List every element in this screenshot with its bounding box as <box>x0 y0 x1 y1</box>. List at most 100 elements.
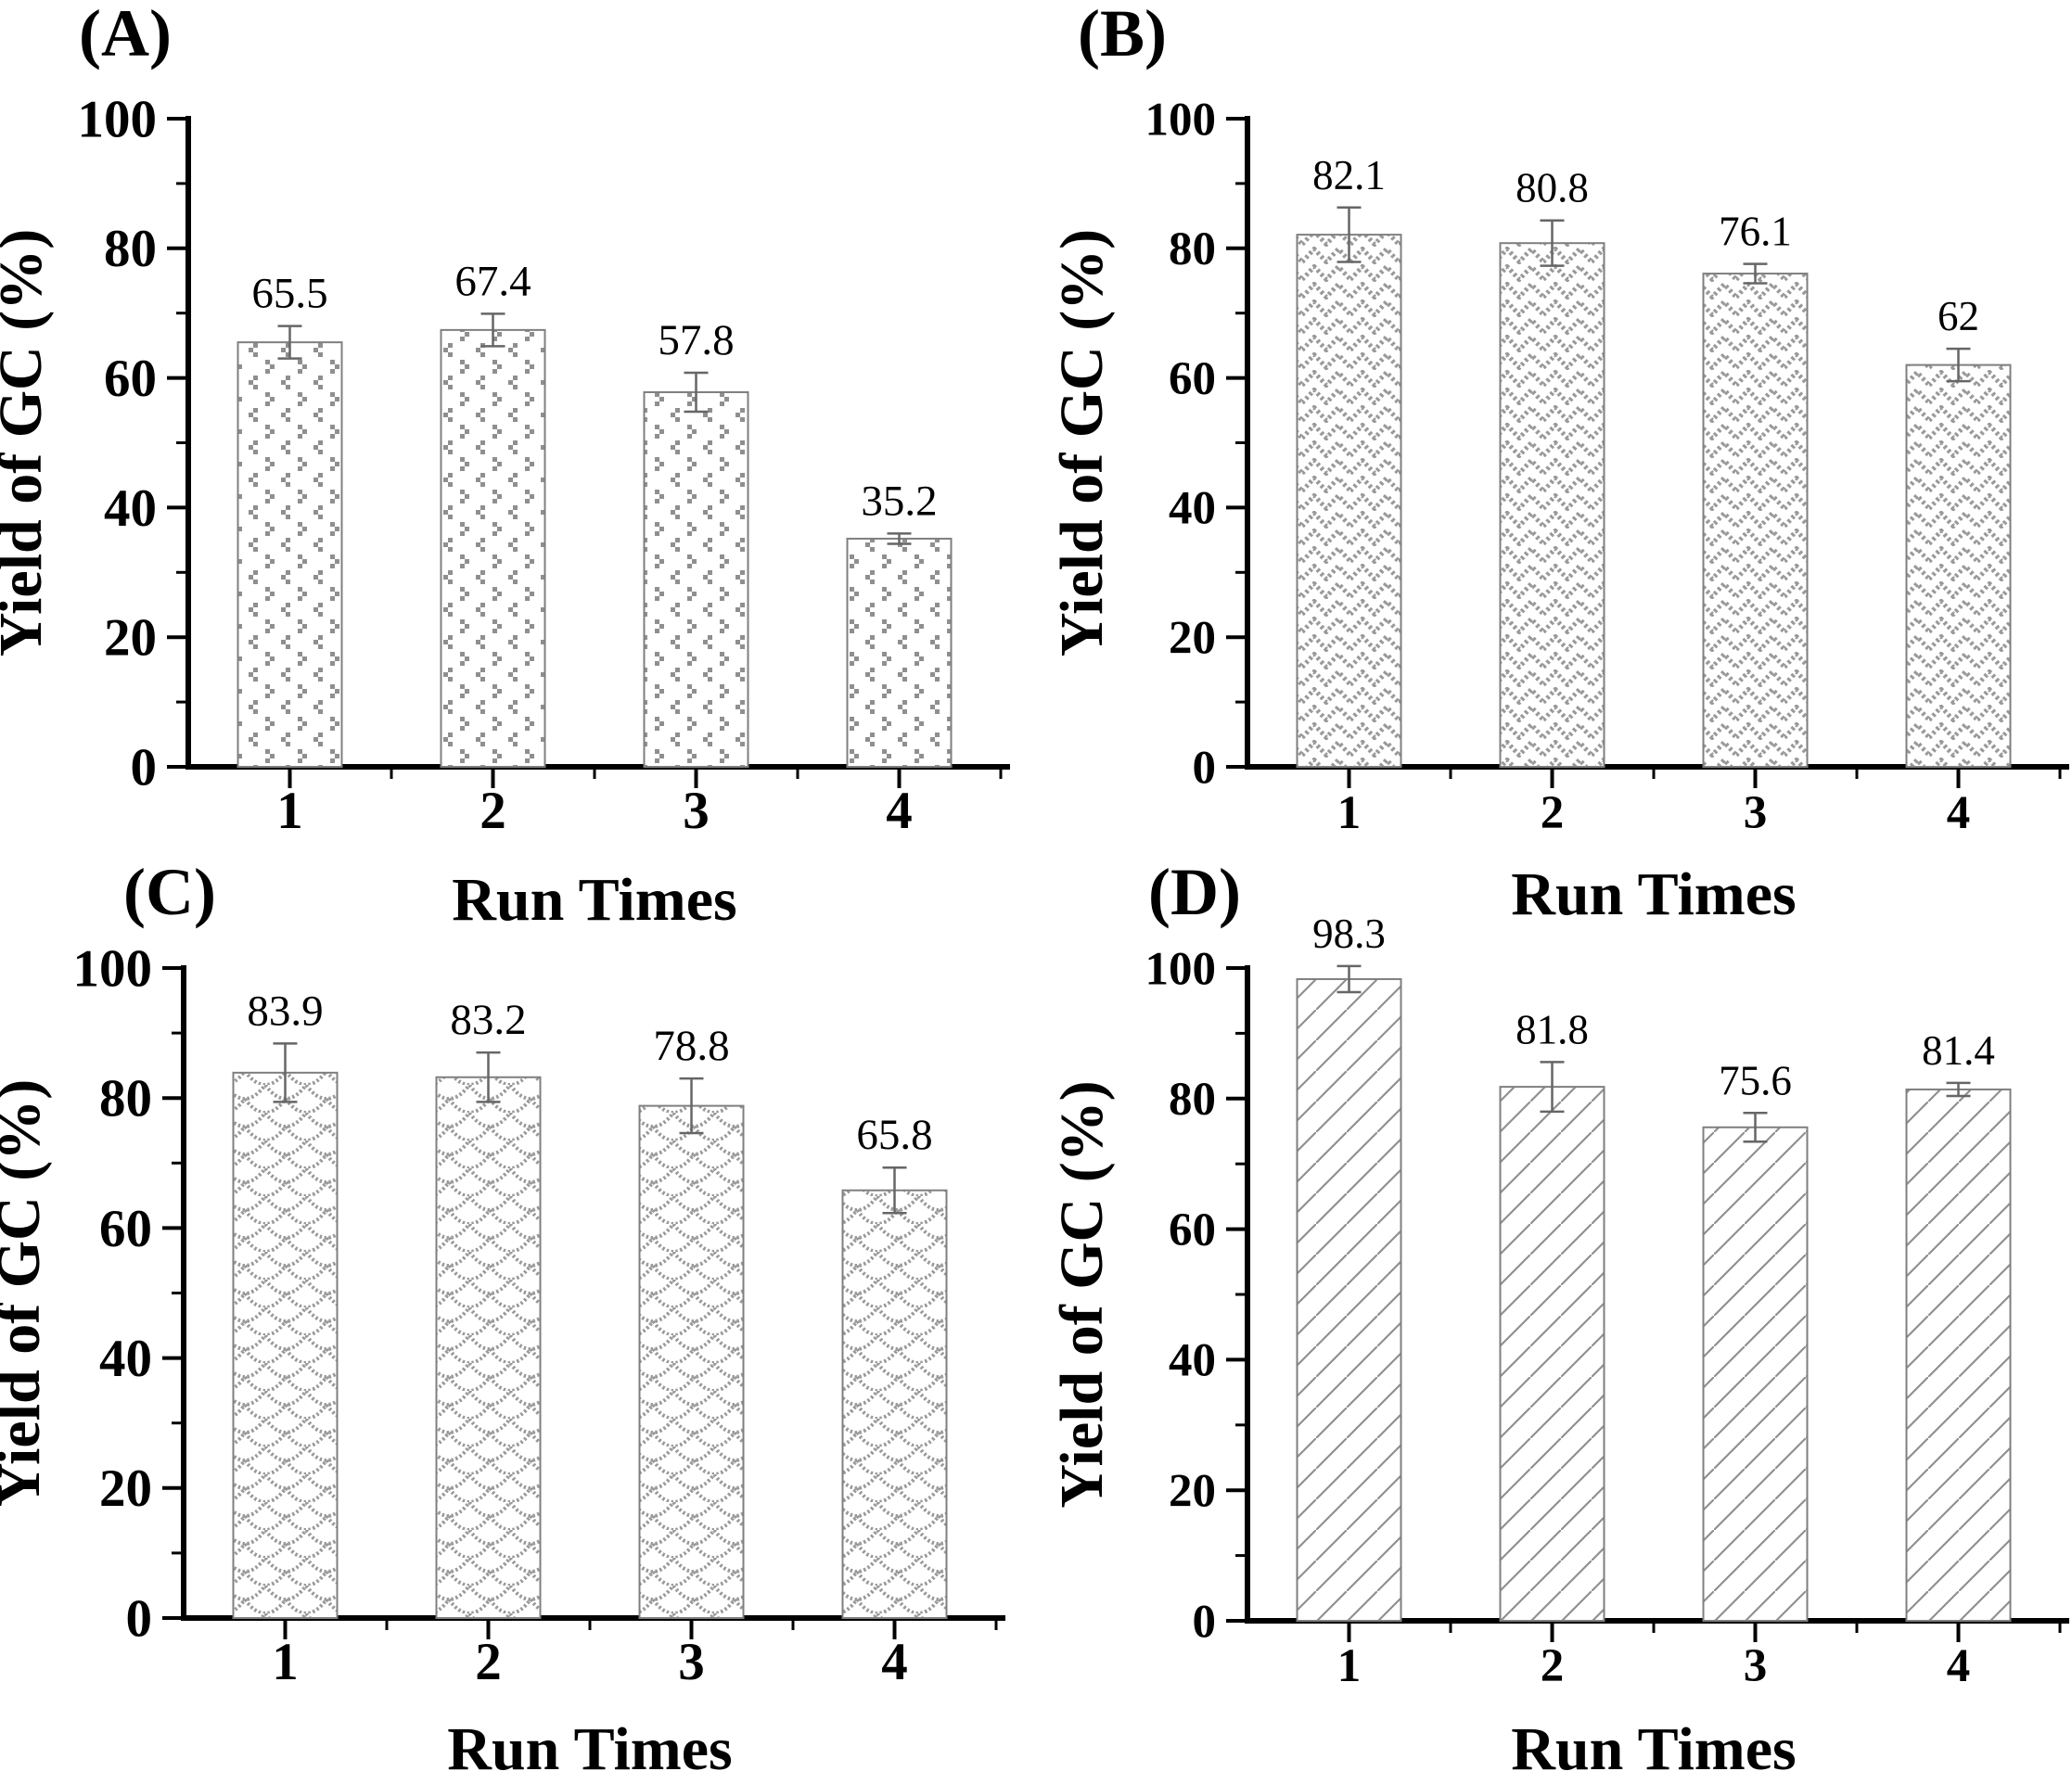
x-axis-title: Run Times <box>452 866 737 934</box>
x-tick-label: 4 <box>886 782 913 840</box>
panel-letter: (A) <box>79 0 172 70</box>
y-tick-label: 0 <box>1193 742 1217 794</box>
x-tick-label: 2 <box>475 1633 502 1691</box>
y-tick-label: 80 <box>104 220 157 278</box>
y-axis-title: Yield of GC (%) <box>0 1079 53 1507</box>
y-tick-label: 0 <box>1193 1596 1217 1648</box>
bar-value-label: 81.8 <box>1516 1006 1589 1052</box>
bar-value-label: 81.4 <box>1922 1027 1995 1074</box>
y-tick-label: 20 <box>99 1459 152 1518</box>
y-tick-label: 80 <box>1169 223 1216 275</box>
bar-run-1 <box>237 341 343 768</box>
x-tick-label: 1 <box>272 1633 299 1691</box>
error-bar-run-4 <box>887 532 912 545</box>
error-bar-run-3 <box>684 371 709 414</box>
x-tick-label: 3 <box>683 782 710 840</box>
y-tick-label: 100 <box>78 90 158 148</box>
panel-letter: (D) <box>1148 855 1241 929</box>
bar-run-3 <box>1702 273 1809 769</box>
x-tick-label: 3 <box>678 1633 705 1691</box>
error-bar-run-2 <box>480 312 505 348</box>
y-tick-label: 40 <box>104 479 157 538</box>
x-tick-label: 3 <box>1744 1640 1768 1692</box>
bar-run-4 <box>1905 1088 2012 1622</box>
y-tick-label: 60 <box>99 1200 152 1258</box>
x-tick-label: 2 <box>1541 787 1565 839</box>
axes: 0 20 40 60 80 100 1 2 3 4 <box>73 939 1005 1691</box>
y-tick-label: 80 <box>99 1070 152 1128</box>
error-bar-run-3 <box>1743 262 1768 285</box>
error-bar-run-3 <box>679 1077 704 1135</box>
panel-letter: (C) <box>123 855 216 929</box>
error-bar-run-1 <box>1337 206 1362 263</box>
x-axis-title: Run Times <box>1511 860 1797 928</box>
bar-value-label: 57.8 <box>658 316 734 364</box>
error-bar-run-2 <box>1540 219 1565 267</box>
axes: 0 20 40 60 80 100 1 2 3 4 <box>1145 94 2069 839</box>
bar-value-label: 83.9 <box>247 987 323 1035</box>
bar-run-2 <box>435 1076 542 1619</box>
error-bar-run-2 <box>1540 1061 1565 1114</box>
x-tick-label: 4 <box>1947 1640 1971 1692</box>
axes: 0 20 40 60 80 100 1 2 3 4 <box>1145 943 2069 1692</box>
x-tick-label: 2 <box>1541 1640 1565 1692</box>
x-tick-label: 1 <box>1337 1640 1362 1692</box>
bar-value-label: 80.8 <box>1516 165 1589 211</box>
y-tick-label: 20 <box>1169 613 1216 665</box>
error-bar-run-1 <box>1337 964 1362 994</box>
y-axis-title: Yield of GC (%) <box>1048 1080 1116 1508</box>
bar-run-3 <box>1702 1126 1809 1622</box>
y-tick-label: 60 <box>104 350 157 408</box>
bar-run-4 <box>846 537 953 769</box>
bar-value-label: 78.8 <box>653 1022 729 1070</box>
panel-B: (B) 0 20 40 60 80 100 1 2 3 4 Run Times Yield of GC … <box>1048 0 2069 928</box>
error-bar-run-1 <box>273 1042 298 1103</box>
bar-value-label: 82.1 <box>1312 152 1386 198</box>
x-tick-label: 1 <box>276 782 303 840</box>
error-bar-run-2 <box>476 1051 501 1103</box>
y-tick-label: 100 <box>1145 943 1217 995</box>
y-tick-label: 100 <box>1145 94 1217 146</box>
panel-A: (A) 0 20 40 60 80 100 1 2 3 4 Run Times Yield of GC … <box>0 0 1010 934</box>
bar-run-3 <box>643 390 749 768</box>
x-axis-title: Run Times <box>1511 1715 1797 1783</box>
bar-run-2 <box>1499 1086 1605 1623</box>
bar-value-label: 65.5 <box>251 270 327 318</box>
y-tick-label: 40 <box>1169 483 1216 535</box>
bar-value-label: 98.3 <box>1312 911 1386 957</box>
bar-value-label: 65.8 <box>856 1111 932 1159</box>
x-tick-label: 1 <box>1337 787 1362 839</box>
bar-value-label: 35.2 <box>861 477 937 525</box>
bar-value-label: 67.4 <box>454 257 531 305</box>
y-tick-label: 60 <box>1169 353 1216 405</box>
y-tick-label: 100 <box>73 939 153 998</box>
y-tick-label: 80 <box>1169 1074 1216 1126</box>
bar-run-1 <box>1296 977 1402 1622</box>
x-axis-title: Run Times <box>447 1715 733 1783</box>
error-bar-run-4 <box>1946 347 1971 383</box>
bar-run-1 <box>232 1071 339 1619</box>
y-tick-label: 0 <box>126 1589 153 1648</box>
x-tick-label: 4 <box>881 1633 908 1691</box>
bar-value-label: 62 <box>1938 293 1979 339</box>
x-tick-label: 3 <box>1744 787 1768 839</box>
bar-run-2 <box>1499 242 1605 768</box>
error-bar-run-4 <box>1946 1081 1971 1098</box>
y-tick-label: 20 <box>1169 1466 1216 1518</box>
y-tick-label: 40 <box>99 1330 152 1388</box>
bar-value-label: 76.1 <box>1719 209 1792 255</box>
y-tick-label: 40 <box>1169 1335 1216 1387</box>
y-axis-title: Yield of GC (%) <box>1048 229 1116 656</box>
bar-run-2 <box>440 328 546 768</box>
bar-run-3 <box>638 1104 745 1620</box>
bar-value-label: 83.2 <box>450 996 526 1044</box>
error-bar-run-4 <box>882 1166 907 1215</box>
x-tick-label: 2 <box>480 782 506 840</box>
bar-value-label: 75.6 <box>1719 1057 1792 1103</box>
panel-C: (C) 0 20 40 60 80 100 1 2 3 4 Run Times Yield of GC … <box>0 855 1005 1783</box>
y-axis-title: Yield of GC (%) <box>0 229 55 656</box>
bar-run-4 <box>1905 363 2012 768</box>
